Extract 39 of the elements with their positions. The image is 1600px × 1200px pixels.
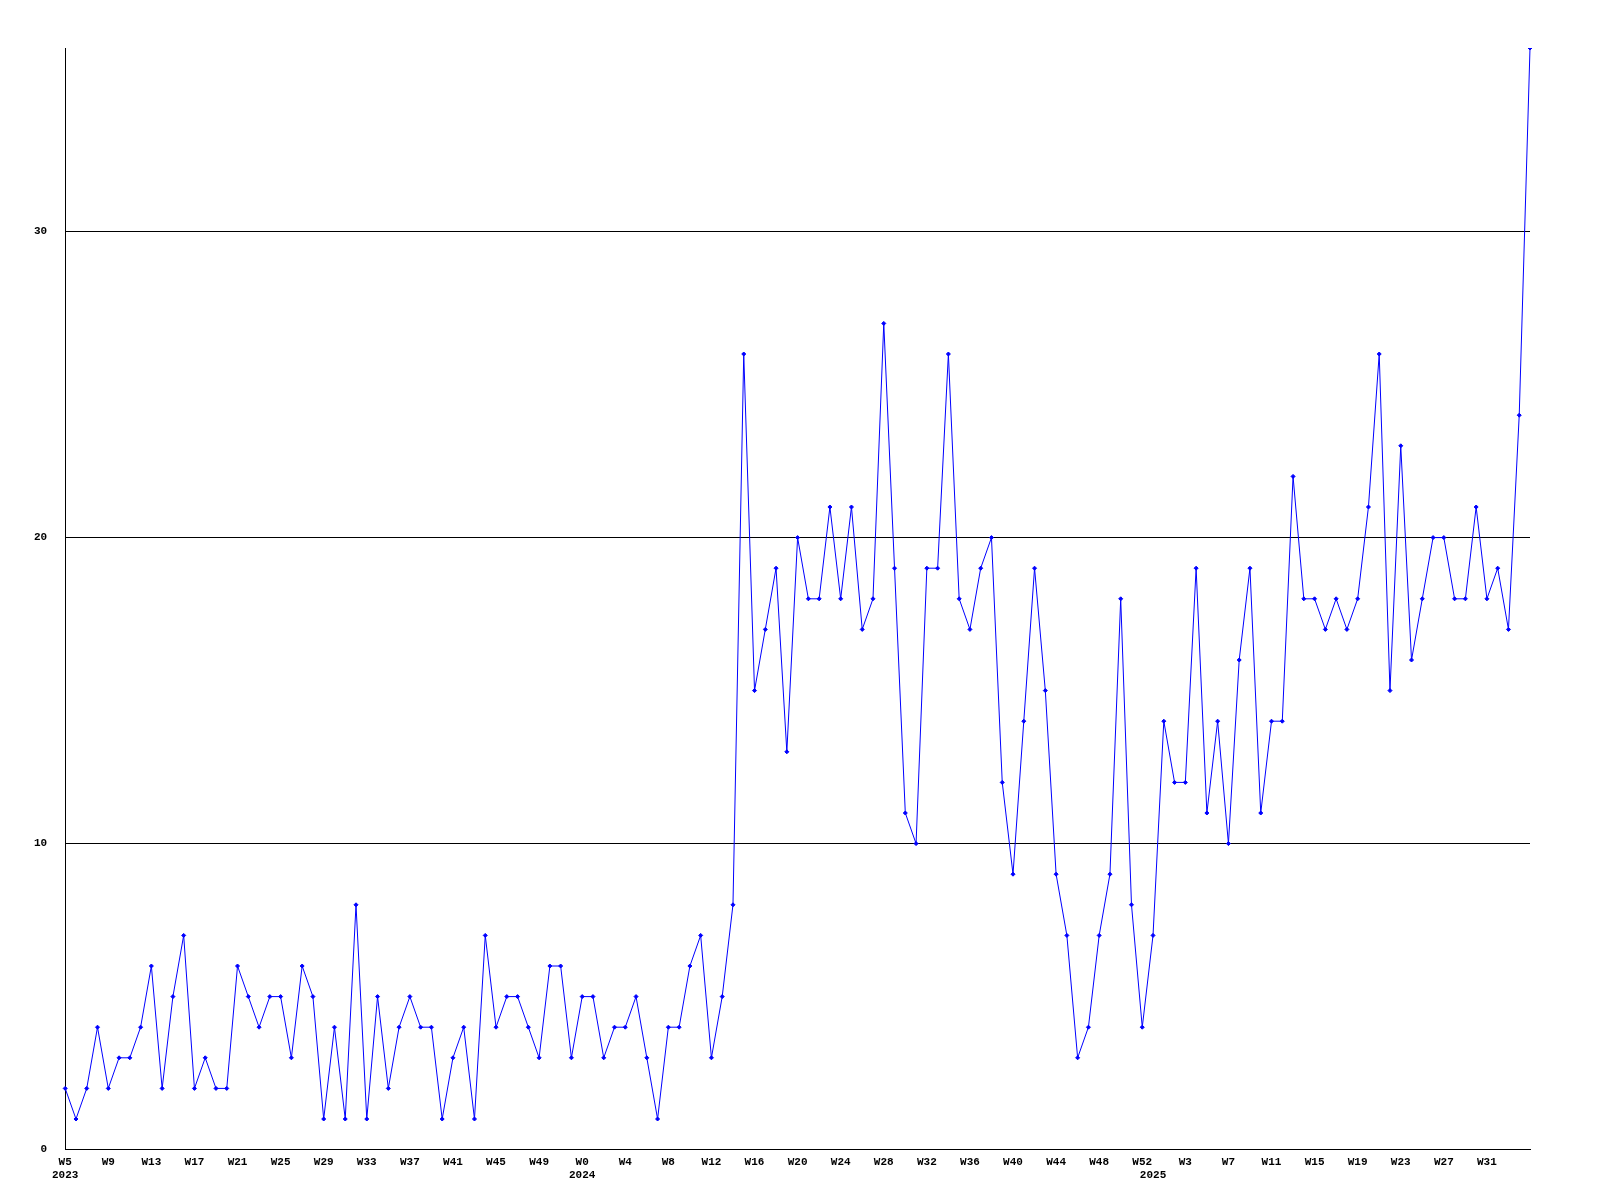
- x-tick-label: W37: [399, 1155, 420, 1168]
- x-tick-label: W23: [1390, 1155, 1412, 1168]
- x-tick-label: W31: [1477, 1155, 1498, 1168]
- x-tick-label: W5 2023: [52, 1155, 79, 1182]
- x-tick-label: W11: [1261, 1155, 1282, 1168]
- y-tick-label: 30: [34, 225, 48, 238]
- x-tick-label: W4: [618, 1155, 633, 1168]
- x-tick-label: W12: [701, 1155, 722, 1168]
- x-tick-label: 2025: [1139, 1169, 1167, 1182]
- x-tick-label: W45: [486, 1155, 507, 1168]
- x-tick-label: W3: [1178, 1155, 1193, 1168]
- y-tick-label: 20: [34, 531, 48, 544]
- x-tick-label: W40: [1003, 1155, 1023, 1168]
- x-tick-label: W49: [529, 1155, 550, 1168]
- x-tick-label: W29: [313, 1155, 334, 1168]
- x-tick-label: W27: [1433, 1155, 1454, 1168]
- x-tick-label: W52: [1132, 1155, 1153, 1168]
- x-tick-label: W32: [916, 1155, 937, 1168]
- y-tick-label: 0: [40, 1143, 48, 1156]
- x-tick-label: W0 2024: [568, 1155, 596, 1182]
- x-tick-label: W16: [744, 1155, 765, 1168]
- x-tick-label: W9: [101, 1155, 115, 1168]
- x-tick-label: W17: [184, 1155, 205, 1168]
- x-tick-label: W48: [1089, 1155, 1110, 1168]
- x-tick-label: W25: [270, 1155, 291, 1168]
- x-tick-label: W21: [227, 1155, 248, 1168]
- x-tick-label: W24: [830, 1155, 851, 1168]
- x-tick-label: W13: [141, 1155, 162, 1168]
- x-tick-label: W33: [356, 1155, 378, 1168]
- x-tick-label: W20: [787, 1155, 808, 1168]
- x-tick-label: W36: [960, 1155, 980, 1168]
- x-tick-label: W19: [1347, 1155, 1368, 1168]
- x-tick-label: W41: [443, 1155, 464, 1168]
- y-tick-label: 10: [34, 837, 48, 850]
- x-tick-label: W44: [1046, 1155, 1067, 1168]
- x-tick-label: W7: [1221, 1155, 1236, 1168]
- x-tick-label: W8: [661, 1155, 676, 1168]
- x-tick-label: W28: [873, 1155, 895, 1168]
- x-tick-label: W15: [1304, 1155, 1325, 1168]
